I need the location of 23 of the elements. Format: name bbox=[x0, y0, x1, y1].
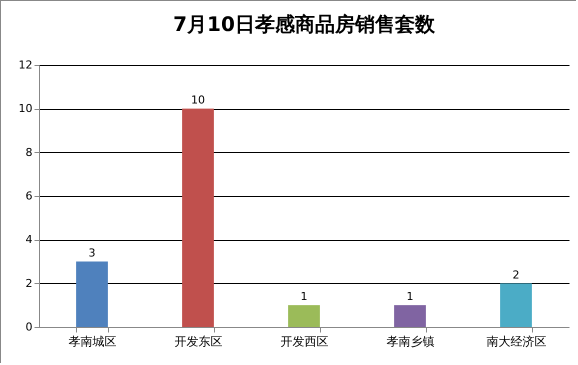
data-label: 10 bbox=[191, 94, 205, 107]
data-label: 1 bbox=[406, 290, 414, 304]
bar bbox=[394, 305, 426, 327]
y-tick-label: 10 bbox=[18, 102, 32, 116]
data-label: 1 bbox=[300, 290, 308, 304]
bar bbox=[76, 262, 108, 327]
x-tick-label: 孝南城区 bbox=[68, 334, 116, 348]
y-tick-label: 8 bbox=[26, 146, 32, 159]
x-tick-label: 开发西区 bbox=[280, 334, 328, 348]
y-tick-label: 2 bbox=[26, 276, 32, 290]
y-tick-label: 4 bbox=[26, 233, 32, 246]
y-tick-label: 0 bbox=[26, 320, 32, 334]
bar bbox=[500, 283, 532, 327]
data-label: 3 bbox=[88, 246, 96, 260]
bar bbox=[288, 305, 320, 327]
y-tick-label: 12 bbox=[18, 58, 32, 72]
y-tick-label: 6 bbox=[26, 190, 32, 202]
x-tick-label: 南大经济区 bbox=[486, 334, 546, 348]
bar bbox=[182, 108, 214, 327]
x-tick-label: 开发东区 bbox=[174, 334, 222, 348]
x-tick-label: 孝南乡镇 bbox=[386, 334, 434, 348]
data-label: 2 bbox=[512, 268, 520, 282]
chart-title: 7月10日孝感商品房销售套数 bbox=[173, 12, 436, 36]
